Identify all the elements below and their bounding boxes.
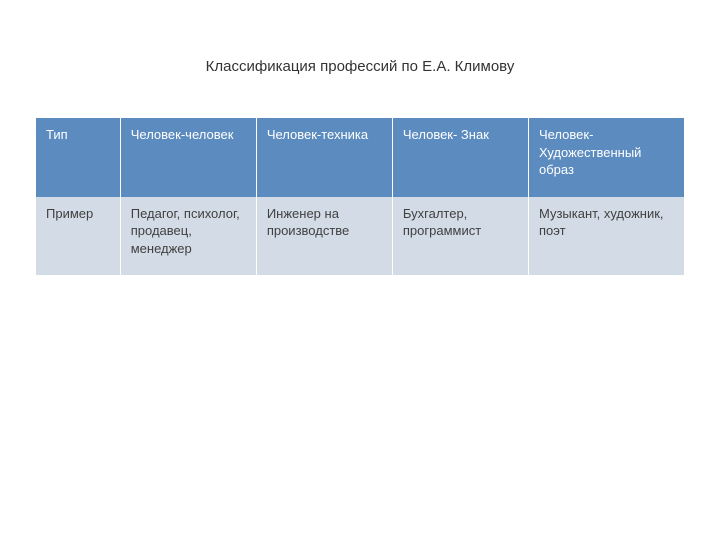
classification-table-container: Тип Человек-человек Человек-техника Чело… — [36, 118, 684, 275]
table-cell: Инженер на производстве — [256, 197, 392, 276]
col-header: Тип — [36, 118, 120, 197]
col-header: Человек- Художественный образ — [528, 118, 684, 197]
table-header-row: Тип Человек-человек Человек-техника Чело… — [36, 118, 684, 197]
col-header: Человек- Знак — [392, 118, 528, 197]
table-cell: Бухгалтер, программист — [392, 197, 528, 276]
table-cell: Музыкант, художник, поэт — [528, 197, 684, 276]
col-header: Человек-техника — [256, 118, 392, 197]
table-cell: Педагог, психолог, продавец, менеджер — [120, 197, 256, 276]
col-header: Человек-человек — [120, 118, 256, 197]
table-cell: Пример — [36, 197, 120, 276]
classification-table: Тип Человек-человек Человек-техника Чело… — [36, 118, 684, 275]
slide-title: Классификация профессий по Е.А. Климову — [0, 58, 720, 75]
table-row: Пример Педагог, психолог, продавец, мене… — [36, 197, 684, 276]
slide: { "title": "Классификация профессий по Е… — [0, 0, 720, 540]
